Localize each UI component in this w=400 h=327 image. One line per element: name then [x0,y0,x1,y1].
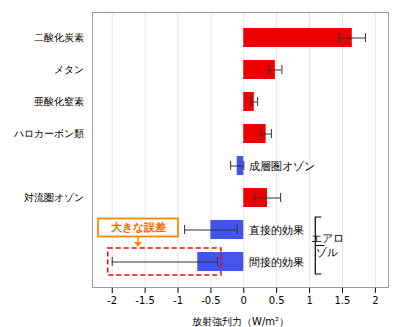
svg-text:亜酸化窒素: 亜酸化窒素 [34,96,84,107]
svg-text:間接的効果: 間接的効果 [249,256,304,269]
svg-text:1: 1 [306,295,312,306]
svg-text:エアロ: エアロ [311,232,344,245]
svg-text:-2: -2 [107,295,117,306]
svg-text:0.5: 0.5 [269,295,285,306]
svg-text:大きな誤差: 大きな誤差 [111,221,166,234]
svg-text:0: 0 [241,295,247,306]
svg-text:直接的効果: 直接的効果 [249,224,304,237]
svg-text:-1: -1 [173,295,183,306]
svg-text:-0.5: -0.5 [201,295,221,306]
svg-text:1.5: 1.5 [335,295,351,306]
svg-text:対流圏オゾン: 対流圏オゾン [24,192,84,203]
svg-text:二酸化炭素: 二酸化炭素 [34,32,84,43]
svg-text:メタン: メタン [54,64,84,75]
svg-text:2: 2 [372,295,378,306]
svg-text:放射強刋力（W/m²）: 放射強刋力（W/m²） [192,316,289,327]
svg-text:ゾル: ゾル [316,246,338,259]
svg-text:成層圏オゾン: 成層圏オゾン [249,160,315,173]
svg-text:-1.5: -1.5 [135,295,155,306]
svg-text:ハロカーボン類: ハロカーボン類 [13,128,84,139]
